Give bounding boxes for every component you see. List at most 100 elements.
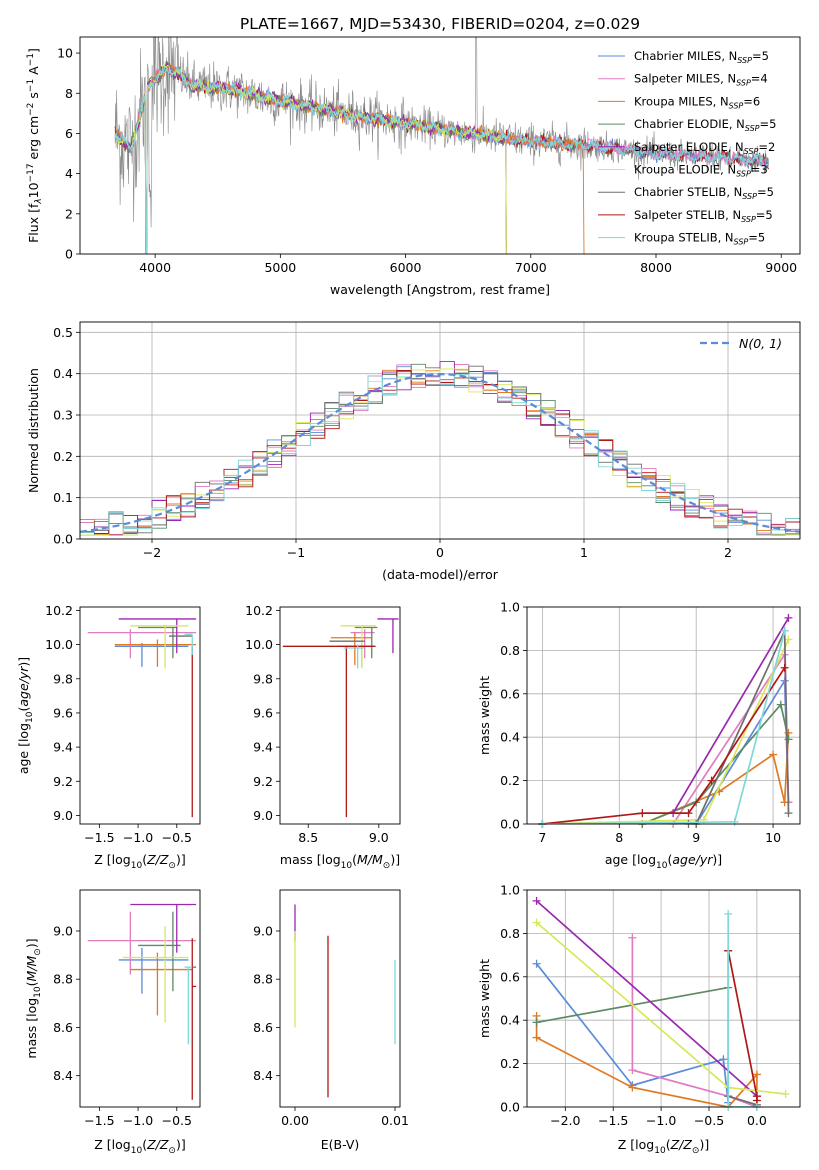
y-tick-label: 8.8 <box>253 972 273 987</box>
weight-vs-metallicity-panel: −2.0 −1.5 −1.0 −0.5 0.0 0.0 0.2 0.4 0.6 0.8 1.0 Z [… <box>477 883 801 1156</box>
y-tick-label: 9.2 <box>253 774 273 789</box>
x-tick-label: −2.0 <box>550 1113 580 1128</box>
legend-label: N(0, 1) <box>739 336 782 351</box>
weight-marker <box>532 959 541 968</box>
text-part: M/M <box>24 955 39 981</box>
text-part: =3 <box>751 163 768 177</box>
text-part: 10 <box>33 986 43 998</box>
text-part: ] <box>26 48 41 53</box>
y-tick-label: 9.6 <box>53 705 73 720</box>
weight-marker <box>780 798 789 807</box>
y-tick-label: 10.2 <box>45 603 73 618</box>
text-part: ( <box>142 1137 147 1152</box>
age-vs-metallicity-panel: −1.5 −1.0 −0.5 9.0 9.2 9.4 9.6 9.8 10.0 10.2 Z [lo… <box>16 603 201 871</box>
y-tick-label: 9.8 <box>253 671 273 686</box>
text-part: M/M <box>357 852 383 867</box>
y-tick-label: 0.4 <box>500 730 520 745</box>
text-part: Kroupa MILES, N <box>634 94 729 108</box>
weight-series-line <box>672 617 790 814</box>
model-spectrum-line <box>114 66 770 254</box>
y-tick-label: 0.1 <box>53 490 73 505</box>
text-part: −2 <box>26 103 36 116</box>
y-tick-label: 0.6 <box>500 686 520 701</box>
x-tick-label: 2 <box>724 545 732 560</box>
weight-marker <box>532 1018 541 1027</box>
mass-vs-metallicity-panel: −1.5 −1.0 −0.58.48.68.89.0Z [log10(Z/Z⊙)]m… <box>24 889 201 1156</box>
text-part: age [log <box>16 723 31 774</box>
x-axis-label: age [log10(age/yr)] <box>605 852 722 871</box>
y-tick-label: 10 <box>57 46 73 61</box>
x-tick-label: −1 <box>287 545 305 560</box>
y-tick-label: 9.2 <box>53 774 73 789</box>
y-tick-label: 0.2 <box>500 773 520 788</box>
text-part: SSP <box>742 192 757 201</box>
weight-marker <box>532 918 541 927</box>
text-part: ( <box>16 707 31 712</box>
x-tick-label: 1 <box>580 545 588 560</box>
weight-marker <box>784 635 793 644</box>
axes-frame <box>279 889 401 1108</box>
text-part: )] <box>390 852 400 867</box>
y-tick-label: 1.0 <box>500 883 520 898</box>
text-part: ( <box>666 1137 671 1152</box>
y-tick-label: 8.4 <box>253 1068 273 1083</box>
x-tick-label: 8 <box>615 830 623 845</box>
axes-frame <box>79 606 201 825</box>
text-part: )] <box>699 1137 709 1152</box>
weight-series-line <box>535 963 730 1103</box>
y-tick-label: 0.5 <box>53 325 73 340</box>
text-part: erg cm <box>26 116 41 164</box>
y-tick-label: 4 <box>65 166 73 181</box>
text-part: Chabrier ELODIE, N <box>634 117 745 131</box>
y-axis-label: mass weight <box>477 676 492 755</box>
text-part: −1 <box>26 53 36 66</box>
text-part: Kroupa ELODIE, N <box>634 163 736 177</box>
weight-marker <box>532 1033 541 1042</box>
axes-frame <box>526 606 801 825</box>
y-tick-label: 0.4 <box>53 366 73 381</box>
figure-title: PLATE=1667, MJD=53430, FIBERID=0204, z=0… <box>240 15 640 33</box>
residuals-panel: −2 −1 0 1 2 0.0 0.1 0.2 0.3 0.4 0.5 N(0, 1) (data-mo… <box>26 321 801 582</box>
text-part: ( <box>24 981 39 986</box>
y-tick-label: 8.8 <box>53 972 73 987</box>
x-axis-label: wavelength [Angstrom, rest frame] <box>330 282 550 297</box>
x-tick-label: 9.0 <box>369 830 389 845</box>
weight-marker <box>784 735 793 744</box>
x-axis-label: mass [log10(M/M⊙)] <box>280 852 400 871</box>
y-axis-label: Normed distribution <box>26 368 41 493</box>
text-part: A <box>26 66 41 79</box>
y-tick-label: 0.2 <box>53 449 73 464</box>
text-part: λ <box>34 198 44 204</box>
x-tick-label: 8.5 <box>298 830 318 845</box>
text-part: 10 <box>656 861 668 871</box>
text-part: age/yr <box>16 666 31 707</box>
text-part: 10 <box>25 711 35 723</box>
y-tick-label: 0.0 <box>500 817 520 832</box>
text-part: )] <box>712 852 722 867</box>
legend-label: Chabrier ELODIE, NSSP=5 <box>634 117 776 133</box>
text-part: =6 <box>743 94 760 108</box>
text-part: =5 <box>748 231 765 245</box>
text-part: 10 <box>131 861 143 871</box>
weight-marker <box>724 909 733 918</box>
x-tick-label: 0.0 <box>747 1113 767 1128</box>
legend-label: Salpeter STELIB, NSSP=5 <box>634 208 773 224</box>
y-tick-label: 0.3 <box>53 408 73 423</box>
text-part: ⊙ <box>692 1146 700 1156</box>
y-tick-label: 0.4 <box>500 1013 520 1028</box>
text-part: mass [log <box>280 852 341 867</box>
weight-marker <box>628 933 637 942</box>
text-part: Z [log <box>618 1137 654 1152</box>
y-tick-label: 0.0 <box>53 532 73 547</box>
legend-label: Kroupa MILES, NSSP=6 <box>634 94 760 110</box>
text-part: =4 <box>751 72 768 86</box>
text-part: Z/Z <box>146 1137 169 1152</box>
x-tick-label: −1.0 <box>123 830 153 845</box>
weight-marker <box>780 663 789 672</box>
y-tick-label: 0.2 <box>500 1056 520 1071</box>
x-axis-label: Z [log10(Z/Z⊙)] <box>618 1137 709 1156</box>
weight-marker <box>784 613 793 622</box>
y-tick-label: 6 <box>65 126 73 141</box>
legend-label: Salpeter ELODIE, NSSP=2 <box>634 140 775 156</box>
text-part: )] <box>24 938 39 948</box>
